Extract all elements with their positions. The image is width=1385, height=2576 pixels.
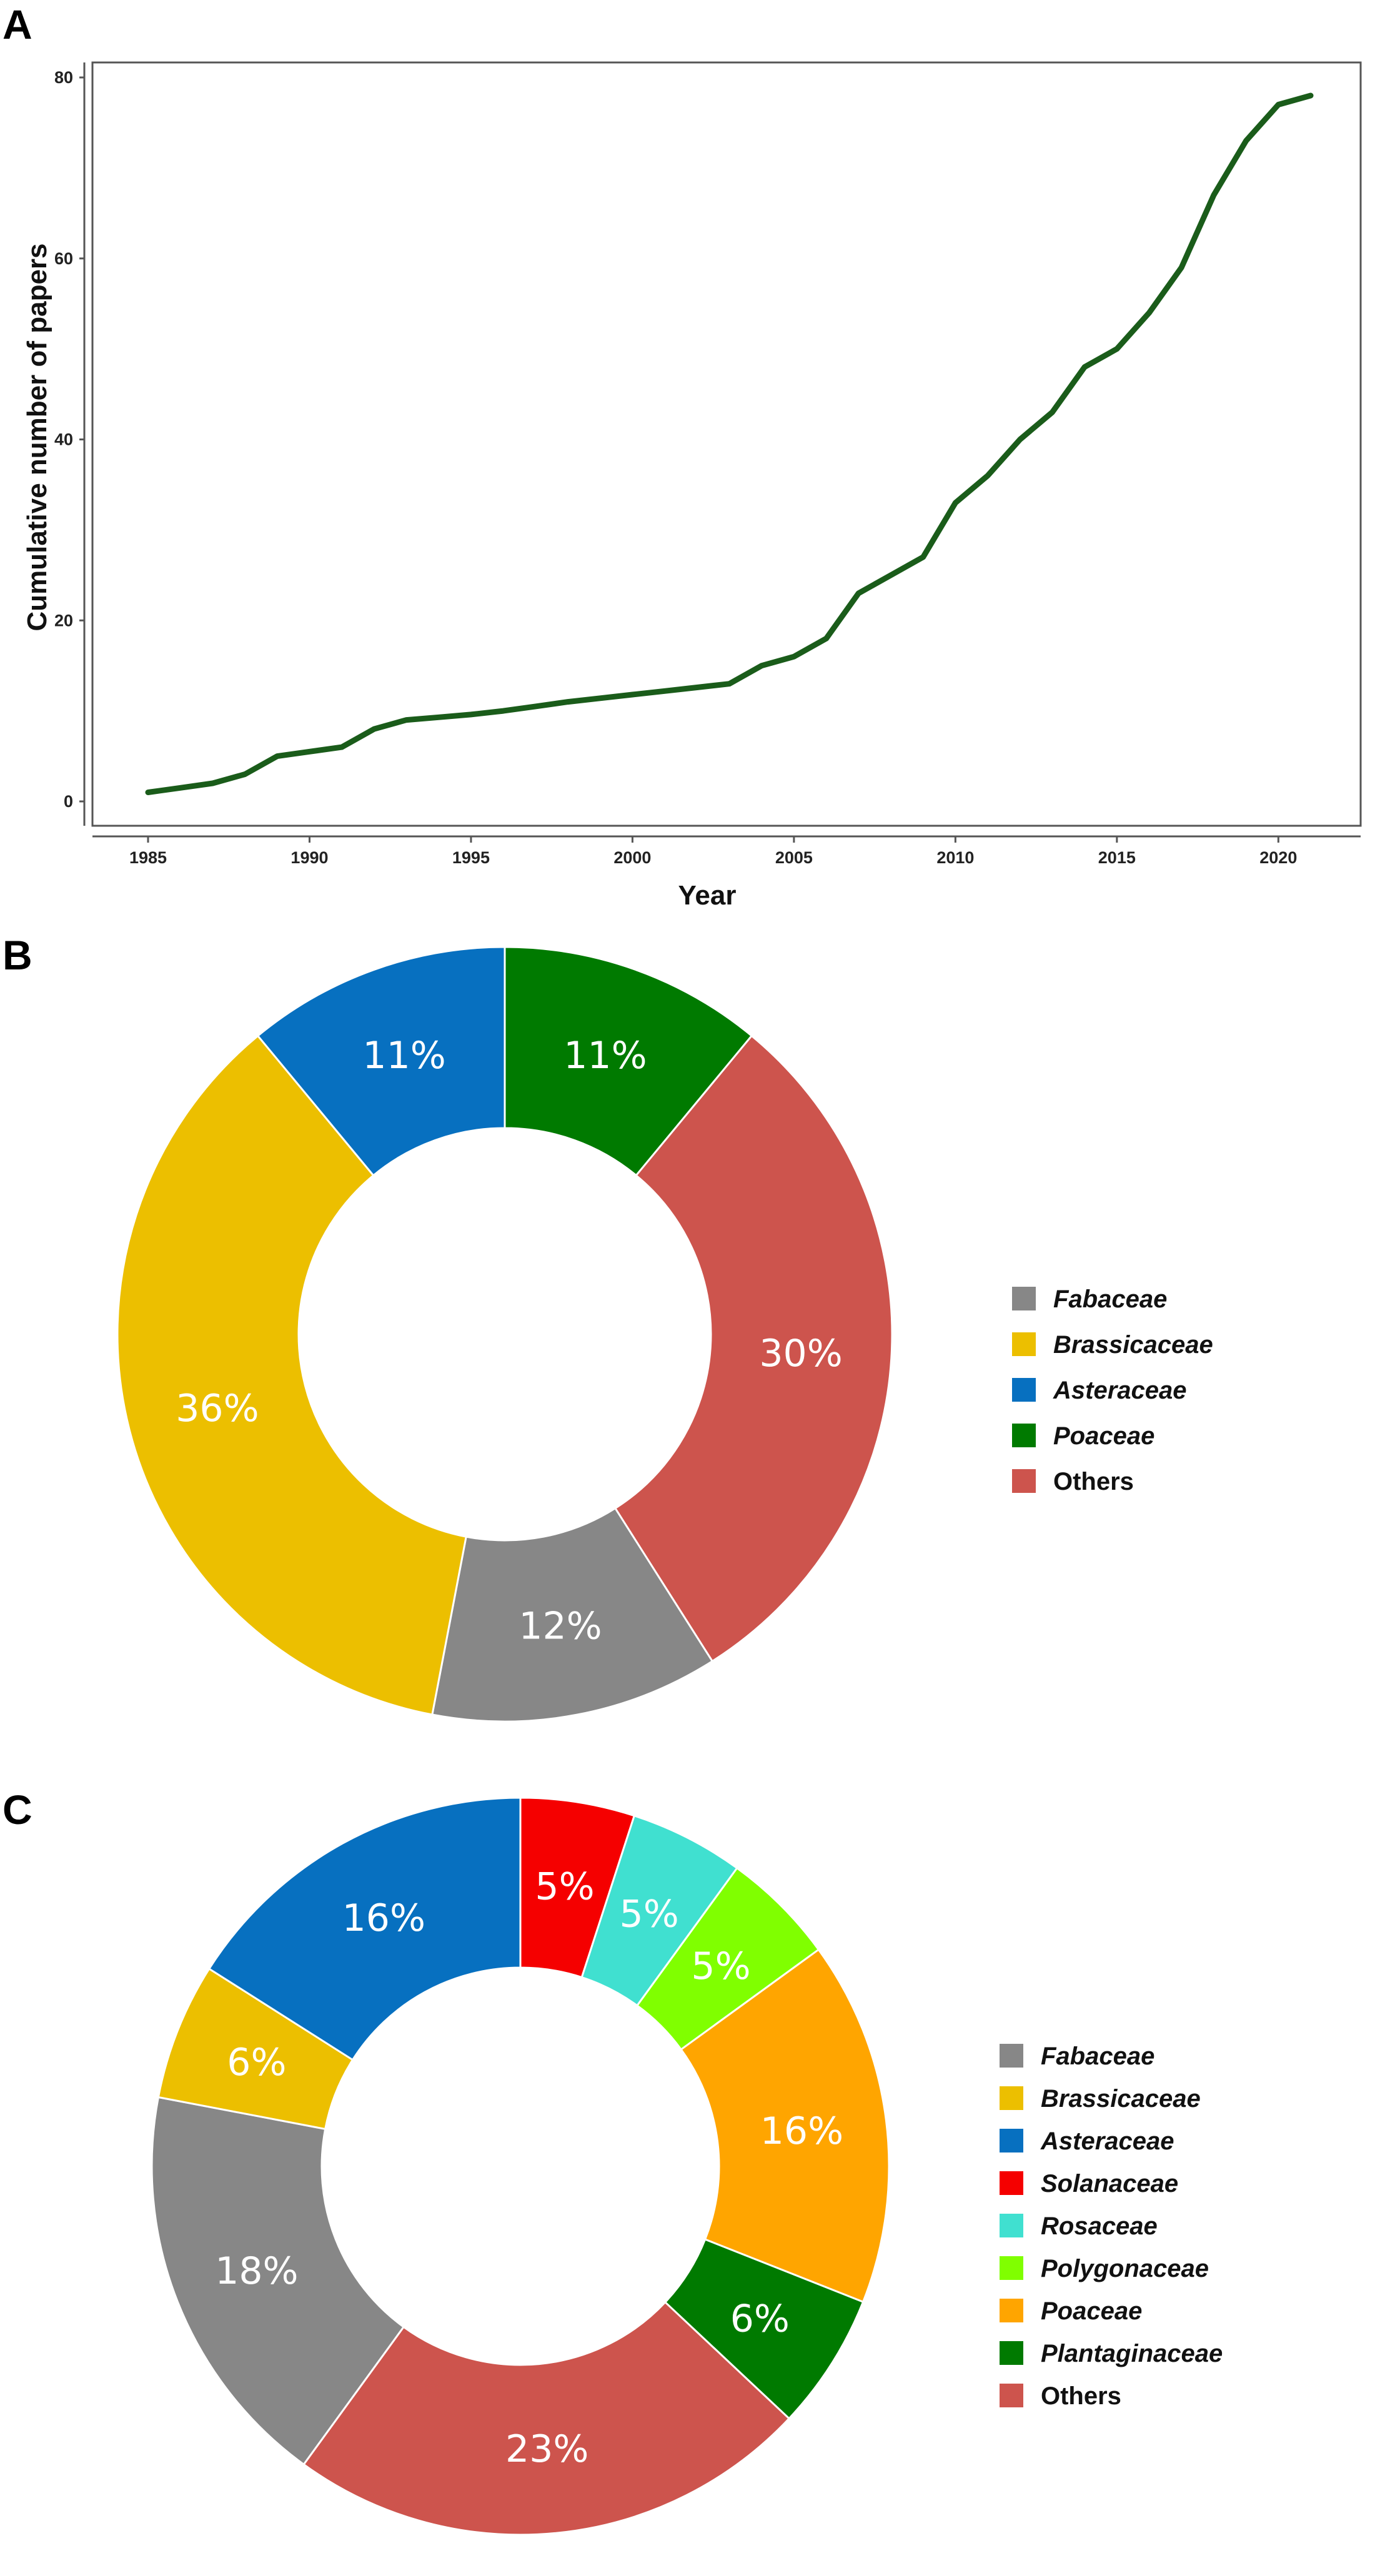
legend-swatch-others bbox=[1000, 2384, 1023, 2407]
slice-label-brassicaceae: 6% bbox=[227, 2041, 286, 2084]
y-axis-title: Cumulative number of papers bbox=[22, 243, 52, 631]
legend-label-asteraceae: Asteraceae bbox=[1053, 1377, 1187, 1404]
slice-label-poaceae: 11% bbox=[563, 1034, 647, 1077]
y-tick-label: 20 bbox=[54, 611, 73, 630]
panel-a-letter: A bbox=[2, 1, 32, 47]
legend-swatch-asteraceae bbox=[1012, 1378, 1036, 1402]
panel-b-letter: B bbox=[2, 932, 32, 978]
slice-fabaceae bbox=[151, 2096, 405, 2466]
legend-label-others: Others bbox=[1053, 1468, 1134, 1495]
slice-asteraceae bbox=[256, 946, 506, 1177]
slice-label-fabaceae: 12% bbox=[519, 1605, 602, 1648]
x-axis-title: Year bbox=[678, 880, 737, 911]
legend-swatch-polygonaceae bbox=[1000, 2256, 1023, 2280]
series-line-cumulative-papers bbox=[145, 92, 1314, 795]
slice-label-fabaceae: 18% bbox=[215, 2249, 298, 2293]
legend-swatch-fabaceae bbox=[1012, 1287, 1036, 1310]
y-tick-label: 80 bbox=[54, 68, 73, 87]
x-ticks: 1985 1990 1995 2000 2005 2010 2015 2020 bbox=[129, 836, 1297, 867]
legend-b: Fabaceae Brassicaceae Asteraceae Poaceae Oth… bbox=[1012, 1286, 1213, 1495]
x-tick-label: 1985 bbox=[129, 848, 167, 867]
slice-label-asteraceae: 16% bbox=[342, 1896, 425, 1940]
x-tick-label: 1990 bbox=[290, 848, 328, 867]
slice-others bbox=[302, 2301, 791, 2536]
slice-label-poaceae: 16% bbox=[760, 2109, 843, 2153]
y-tick-label: 60 bbox=[54, 249, 73, 268]
legend-swatch-rosaceae bbox=[1000, 2214, 1023, 2237]
panel-b-donut-chart: B 11% 30% 12% 36% 11% Fabaceae Brassicaceae As… bbox=[2, 932, 1213, 1723]
slice-label-polygonaceae: 5% bbox=[691, 1944, 750, 1988]
x-tick-label: 2010 bbox=[936, 848, 974, 867]
slice-label-others: 23% bbox=[505, 2427, 588, 2471]
legend-label-brassicaceae: Brassicaceae bbox=[1041, 2085, 1201, 2113]
panel-c-letter: C bbox=[2, 1786, 32, 1833]
panel-a-line-chart: A 0 20 40 60 80 1985 1990 1995 2000 2005 2010 2015… bbox=[2, 1, 1362, 911]
legend-swatch-solanaceae bbox=[1000, 2171, 1023, 2195]
slice-poaceae bbox=[680, 1948, 890, 2304]
legend-swatch-brassicaceae bbox=[1012, 1332, 1036, 1356]
x-tick-label: 2000 bbox=[613, 848, 651, 867]
legend-swatch-poaceae bbox=[1000, 2299, 1023, 2322]
slice-label-solanaceae: 5% bbox=[535, 1865, 594, 1909]
legend-swatch-plantaginaceae bbox=[1000, 2341, 1023, 2365]
y-tick-label: 0 bbox=[64, 792, 73, 811]
panel-c-donut-chart: C 5% 5% 5% 16% 6% 23% 18% 6% 16% Fabaceae Brassic… bbox=[2, 1786, 1223, 2536]
donut-b: 11% 30% 12% 36% 11% bbox=[116, 946, 893, 1723]
plot-frame bbox=[91, 61, 1362, 827]
donut-c: 5% 5% 5% 16% 6% 23% 18% 6% 16% bbox=[151, 1796, 890, 2536]
legend-label-asteraceae: Asteraceae bbox=[1040, 2128, 1174, 2155]
legend-swatch-asteraceae bbox=[1000, 2129, 1023, 2152]
legend-label-plantaginaceae: Plantaginaceae bbox=[1041, 2340, 1223, 2367]
x-tick-label: 2015 bbox=[1098, 848, 1136, 867]
legend-label-fabaceae: Fabaceae bbox=[1041, 2043, 1154, 2070]
legend-label-poaceae: Poaceae bbox=[1053, 1422, 1154, 1450]
legend-swatch-others bbox=[1012, 1469, 1036, 1493]
y-tick-label: 40 bbox=[54, 430, 73, 449]
legend-label-polygonaceae: Polygonaceae bbox=[1041, 2255, 1209, 2282]
x-tick-label: 2005 bbox=[775, 848, 813, 867]
x-tick-label: 1995 bbox=[452, 848, 490, 867]
legend-label-poaceae: Poaceae bbox=[1041, 2297, 1142, 2325]
legend-swatch-poaceae bbox=[1012, 1424, 1036, 1447]
legend-label-solanaceae: Solanaceae bbox=[1041, 2170, 1178, 2197]
slice-label-rosaceae: 5% bbox=[620, 1892, 679, 1936]
legend-label-brassicaceae: Brassicaceae bbox=[1053, 1331, 1213, 1359]
legend-c: Fabaceae Brassicaceae Asteraceae Solanaceae… bbox=[1000, 2043, 1223, 2410]
y-ticks: 0 20 40 60 80 bbox=[54, 68, 84, 811]
slice-label-asteraceae: 11% bbox=[362, 1034, 445, 1077]
slice-fabaceae bbox=[431, 1507, 714, 1723]
slice-others bbox=[613, 1034, 893, 1663]
legend-swatch-fabaceae bbox=[1000, 2044, 1023, 2068]
slice-asteraceae bbox=[207, 1796, 522, 2061]
legend-swatch-brassicaceae bbox=[1000, 2086, 1023, 2110]
slice-label-brassicaceae: 36% bbox=[176, 1387, 259, 1430]
slice-brassicaceae bbox=[116, 1034, 467, 1716]
legend-label-others: Others bbox=[1041, 2382, 1121, 2410]
slice-label-others: 30% bbox=[759, 1332, 842, 1375]
legend-label-rosaceae: Rosaceae bbox=[1041, 2212, 1158, 2240]
legend-label-fabaceae: Fabaceae bbox=[1053, 1286, 1167, 1313]
slice-label-plantaginaceae: 6% bbox=[730, 2297, 790, 2341]
x-tick-label: 2020 bbox=[1259, 848, 1297, 867]
slice-poaceae bbox=[504, 946, 753, 1177]
